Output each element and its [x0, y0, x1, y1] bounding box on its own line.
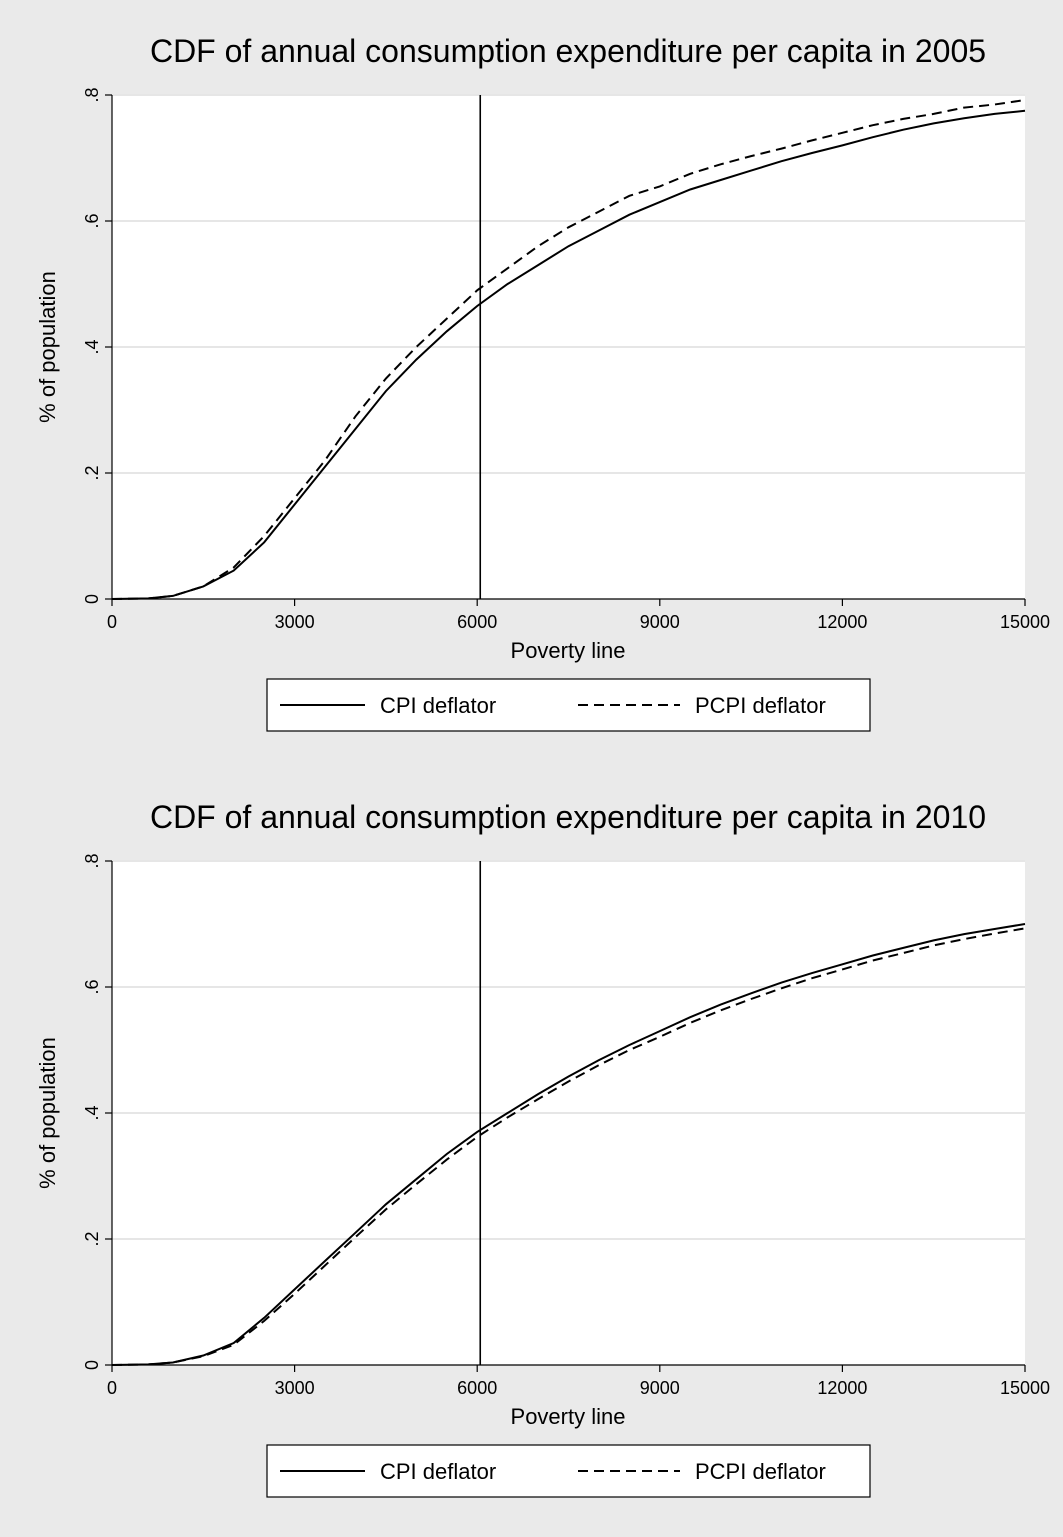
y-axis-title: % of population — [35, 1037, 60, 1189]
x-tick-label: 6000 — [457, 1378, 497, 1398]
legend-label-cpi: CPI deflator — [380, 1459, 496, 1484]
x-axis-title: Poverty line — [511, 638, 626, 663]
series-line-cpi — [111, 923, 1026, 1366]
series-line-pcpi — [111, 99, 1026, 600]
legend-box — [266, 1444, 871, 1498]
x-tick-label: 0 — [107, 612, 117, 632]
y-tick-label: .2 — [82, 465, 102, 480]
x-tick-label: 15000 — [1000, 1378, 1050, 1398]
y-tick-label: .6 — [82, 213, 102, 228]
y-tick-label: .4 — [82, 1105, 102, 1120]
y-tick-label: .2 — [82, 1231, 102, 1246]
x-axis-title: Poverty line — [511, 1404, 626, 1429]
y-tick-label: .6 — [82, 979, 102, 994]
y-tick-label: 0 — [82, 594, 102, 604]
chart-2010: CDF of annual consumption expenditure pe… — [35, 799, 1050, 1498]
x-tick-label: 3000 — [275, 612, 315, 632]
y-tick-label: .4 — [82, 339, 102, 354]
x-tick-label: 12000 — [817, 612, 867, 632]
chart-title: CDF of annual consumption expenditure pe… — [150, 33, 986, 69]
x-tick-label: 9000 — [640, 1378, 680, 1398]
y-tick-label: 0 — [82, 1360, 102, 1370]
chart-2005: CDF of annual consumption expenditure pe… — [35, 33, 1050, 732]
legend-label-pcpi: PCPI deflator — [695, 1459, 826, 1484]
series-line-cpi — [111, 109, 1026, 600]
x-tick-label: 6000 — [457, 612, 497, 632]
y-tick-label: .8 — [82, 87, 102, 102]
x-tick-label: 12000 — [817, 1378, 867, 1398]
y-tick-label: .8 — [82, 853, 102, 868]
legend-box — [266, 678, 871, 732]
x-tick-label: 9000 — [640, 612, 680, 632]
y-axis-title: % of population — [35, 271, 60, 423]
x-tick-label: 3000 — [275, 1378, 315, 1398]
x-tick-label: 0 — [107, 1378, 117, 1398]
chart-title: CDF of annual consumption expenditure pe… — [150, 799, 986, 835]
x-tick-label: 15000 — [1000, 612, 1050, 632]
legend-label-cpi: CPI deflator — [380, 693, 496, 718]
series-line-pcpi — [111, 927, 1026, 1366]
legend-label-pcpi: PCPI deflator — [695, 693, 826, 718]
